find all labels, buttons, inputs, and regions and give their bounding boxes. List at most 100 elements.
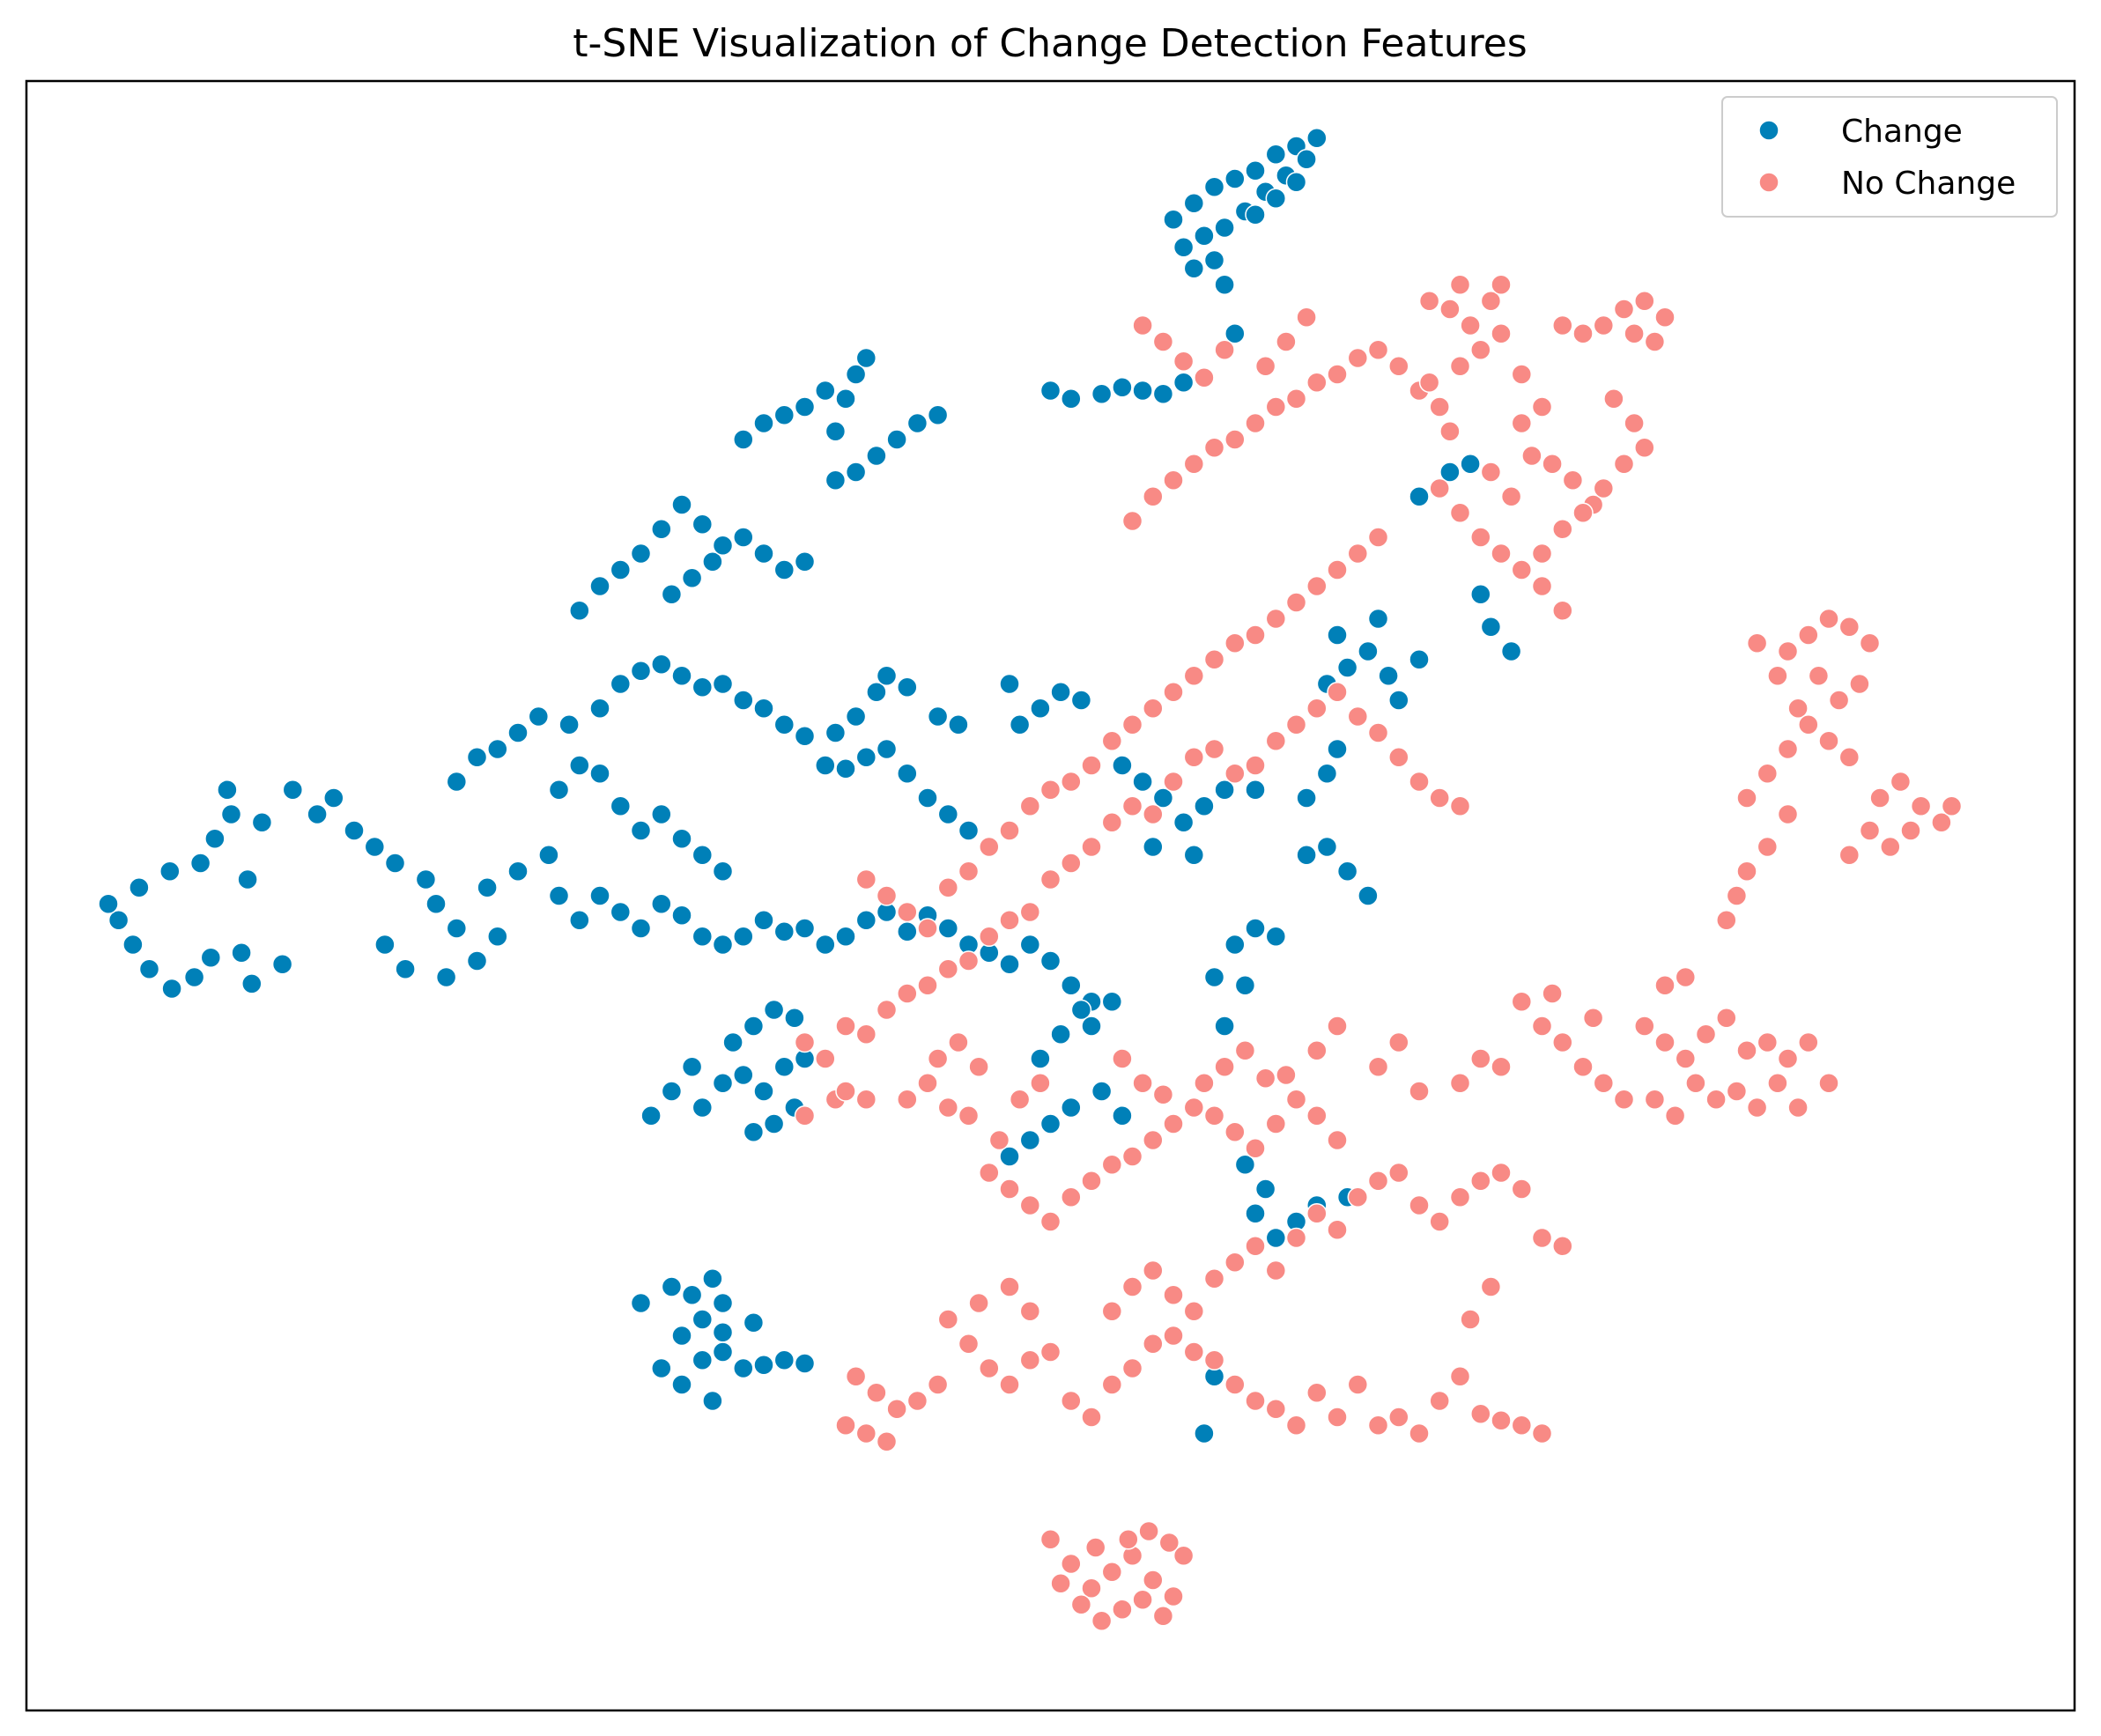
change-point [528,705,550,728]
change-point [661,584,683,605]
no-change-point [999,1374,1020,1395]
no-change-point [1787,698,1809,720]
change-point [1358,640,1379,662]
change-point [651,893,672,915]
no-change-point [1593,477,1615,499]
no-change-point [1603,388,1624,410]
no-change-point [1409,1422,1430,1444]
no-change-point [979,1357,1000,1379]
no-change-point [1265,396,1287,417]
change-point [845,364,867,385]
no-change-point [1777,1048,1799,1069]
change-point [610,673,632,695]
no-change-point [1757,1031,1779,1053]
no-change-point [1245,1390,1266,1412]
no-change-point [1224,1374,1246,1395]
change-point [651,1357,672,1379]
change-point [1336,861,1358,883]
no-change-point [1439,299,1461,320]
no-change-point [1367,339,1389,361]
no-change-point [1644,1089,1666,1111]
no-change-point [1613,1089,1635,1111]
change-point [773,1349,795,1371]
no-change-point [1531,1227,1553,1249]
no-change-point [1470,1403,1491,1425]
no-change-point [1531,396,1553,417]
change-point [1316,763,1338,785]
no-change-point [1552,314,1573,336]
change-point [712,1292,734,1314]
no-change-point [876,999,898,1021]
no-change-point [876,885,898,906]
change-point [651,803,672,825]
no-change-point [1777,803,1799,825]
no-change-point [1511,412,1533,434]
no-change-point [1143,1570,1164,1591]
no-change-point [1101,811,1123,833]
no-change-point [1061,1186,1082,1208]
no-change-point [1480,1276,1502,1297]
change-point [1296,845,1317,866]
no-change-point [1736,787,1757,809]
no-change-point [927,1374,949,1395]
change-point [1214,779,1235,801]
no-change-point [1306,372,1328,394]
no-change-point [1511,1178,1533,1200]
no-change-point [1158,1532,1180,1554]
change-point [692,1097,714,1119]
no-change-point [1265,730,1287,752]
change-point [784,1008,805,1029]
no-change-point [1224,1121,1246,1143]
change-point [753,412,774,434]
no-change-point [999,910,1020,931]
legend-box [1721,96,2058,218]
change-point [763,1113,785,1134]
no-change-point [1163,682,1184,703]
change-point [794,396,816,417]
no-change-point [958,1105,980,1127]
change-point [692,676,714,698]
no-change-point [1449,1186,1471,1208]
change-point [1358,885,1379,906]
change-point [733,926,754,948]
change-point [1019,934,1041,956]
change-point [743,1121,765,1143]
change-point [630,820,652,841]
change-point [671,1325,692,1347]
change-point [825,469,847,491]
change-point [661,1081,683,1102]
change-point [548,779,570,801]
no-change-point [1276,1064,1297,1086]
change-point [1194,1422,1215,1444]
no-change-point [1306,698,1328,720]
change-point [958,820,980,841]
no-change-point [1039,1341,1062,1363]
no-change-point [979,926,1000,948]
series-change [98,128,1522,1444]
no-change-point [1613,299,1635,320]
change-point [1327,624,1348,646]
change-point [1112,755,1133,776]
no-change-point [1121,1146,1143,1167]
change-point [1224,323,1246,344]
change-point [661,1276,683,1297]
no-change-point [1531,543,1553,565]
no-change-point [1203,1349,1225,1371]
no-change-point [1152,331,1174,352]
change-point [1367,608,1389,630]
no-change-point [1173,351,1195,372]
no-change-point [1121,510,1143,532]
change-point [681,1284,703,1306]
change-point [722,1031,743,1053]
change-point [927,705,949,728]
no-change-point [1685,1073,1706,1094]
no-change-point [1491,323,1512,344]
change-point [1214,217,1235,239]
change-point [159,861,181,883]
no-change-point [1203,437,1225,459]
change-point [183,966,205,988]
no-change-point [917,975,938,996]
no-change-point [855,868,877,890]
change-point [1030,698,1051,720]
